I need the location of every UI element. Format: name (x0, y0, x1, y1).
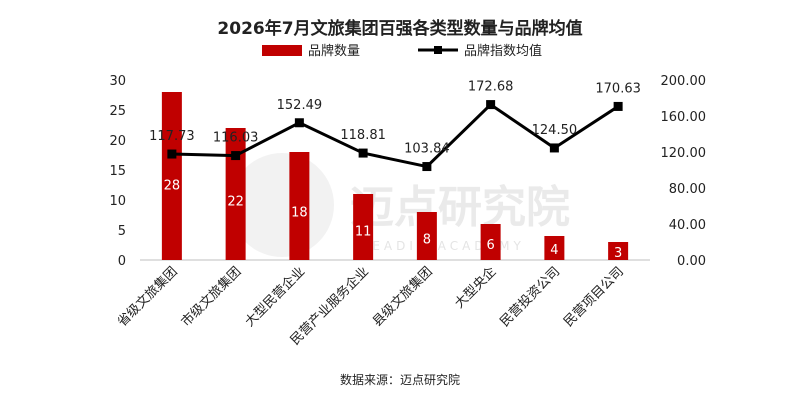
y-right-tick-label: 80.00 (669, 182, 706, 197)
line-value-label: 103.84 (404, 142, 450, 157)
legend: 品牌数量 品牌指数均值 (262, 43, 542, 59)
bar-series: 28 22 18 11 8 6 4 3 (161, 92, 629, 261)
line-value-label: 118.81 (340, 128, 386, 143)
line-series: 117.73 116.03 152.49 118.81 103.84 172.68 124.… (149, 80, 641, 172)
line-point (167, 149, 177, 159)
bar-value-label: 4 (550, 243, 558, 258)
bar-value-label: 22 (227, 195, 244, 210)
y-right-tick-label: 40.00 (669, 218, 706, 233)
legend-line-marker (434, 46, 442, 54)
bar (225, 128, 246, 260)
x-category-label: 民营投资公司 (497, 264, 563, 330)
bar-value-label: 18 (291, 205, 308, 220)
bar (608, 242, 629, 260)
line-point (358, 148, 368, 158)
y-axis-right: 0.00 40.00 80.00 120.00 160.00 200.00 (661, 74, 707, 269)
bar-value-label: 3 (614, 246, 622, 261)
bar (353, 194, 374, 260)
y-left-tick-label: 15 (109, 164, 126, 179)
y-left-tick-label: 0 (118, 254, 126, 269)
legend-bar-label: 品牌数量 (308, 43, 360, 59)
x-category-label: 民营项目公司 (561, 264, 627, 330)
y-right-tick-label: 120.00 (661, 146, 707, 161)
line-point (422, 162, 432, 172)
x-category-label: 县级文旅集团 (369, 264, 435, 330)
watermark-text: 迈点研究院 (350, 182, 570, 233)
line-value-label: 124.50 (532, 123, 578, 138)
chart-title: 2026年7月文旅集团百强各类型数量与品牌均值 (217, 18, 582, 39)
bar (289, 152, 310, 260)
y-right-tick-label: 0.00 (677, 254, 706, 269)
x-category-label: 市级文旅集团 (178, 264, 244, 330)
bar-value-label: 28 (164, 178, 181, 193)
source-note: 数据来源：迈点研究院 (340, 372, 460, 387)
bar-value-label: 8 (423, 232, 431, 247)
line-value-label: 152.49 (277, 98, 323, 113)
legend-line-label: 品牌指数均值 (464, 43, 542, 59)
y-left-tick-label: 5 (118, 224, 126, 239)
y-left-tick-label: 25 (109, 104, 126, 119)
line-point (294, 118, 304, 128)
y-left-tick-label: 20 (109, 134, 126, 149)
bar (416, 212, 437, 260)
line-value-label: 170.63 (595, 81, 641, 96)
line-value-label: 116.03 (213, 131, 259, 146)
bar (544, 236, 565, 260)
y-left-tick-label: 30 (109, 74, 126, 89)
watermark: 迈点研究院 MEADIN ACADEMY (230, 153, 570, 257)
bar (161, 92, 182, 260)
line-value-label: 117.73 (149, 129, 195, 144)
x-category-label: 大型民营企业 (242, 264, 308, 330)
line-point (613, 101, 623, 111)
x-category-label: 大型央企 (451, 264, 499, 312)
y-axis-left: 0 5 10 15 20 25 30 (109, 74, 126, 269)
y-right-tick-label: 160.00 (661, 110, 707, 125)
legend-bar-swatch (262, 45, 302, 56)
line-path (171, 103, 619, 169)
line-point (231, 151, 241, 161)
line-point (486, 100, 496, 110)
x-category-label: 省级文旅集团 (114, 264, 180, 330)
bar (480, 224, 501, 260)
y-right-tick-label: 200.00 (661, 74, 707, 89)
line-value-label: 172.68 (468, 80, 514, 95)
y-left-tick-label: 10 (109, 194, 126, 209)
line-point (549, 143, 559, 153)
watermark-subtext: MEADIN ACADEMY (358, 239, 525, 253)
bar-value-label: 11 (355, 224, 372, 239)
bar-value-label: 6 (486, 238, 494, 253)
